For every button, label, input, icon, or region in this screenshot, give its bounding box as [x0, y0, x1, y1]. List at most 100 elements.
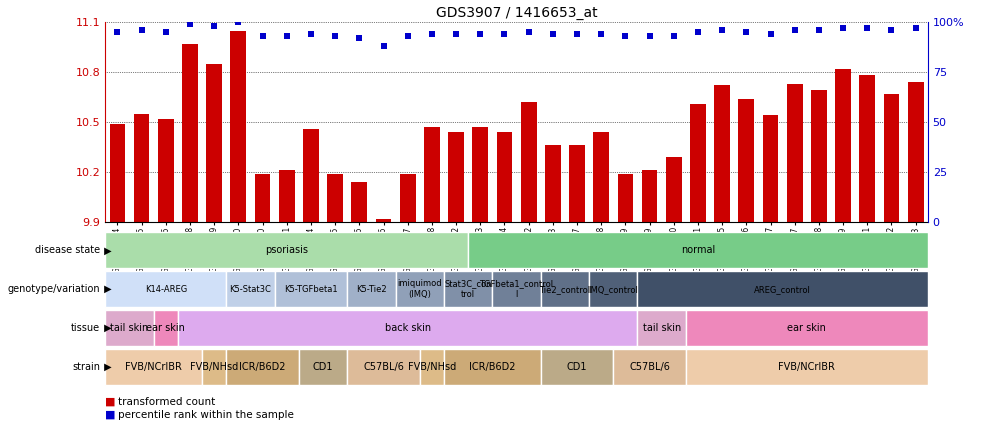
Bar: [689, 104, 705, 222]
Bar: [105, 271, 226, 307]
Bar: [347, 271, 395, 307]
Point: [303, 31, 319, 38]
Point: [206, 23, 222, 30]
Bar: [835, 69, 850, 222]
Bar: [612, 349, 685, 385]
Bar: [206, 64, 221, 222]
Bar: [395, 271, 444, 307]
Bar: [420, 349, 444, 385]
Point: [737, 29, 754, 36]
Bar: [157, 119, 173, 222]
Point: [520, 29, 536, 36]
Point: [375, 43, 391, 50]
Point: [424, 31, 440, 38]
Bar: [811, 91, 826, 222]
Title: GDS3907 / 1416653_at: GDS3907 / 1416653_at: [435, 6, 597, 20]
Text: tail skin: tail skin: [110, 323, 148, 333]
Text: K14-AREG: K14-AREG: [144, 285, 186, 293]
Bar: [303, 129, 319, 222]
Bar: [713, 85, 729, 222]
Point: [255, 33, 271, 40]
Point: [713, 27, 729, 34]
Bar: [637, 310, 685, 346]
Text: imiquimod
(IMQ): imiquimod (IMQ): [397, 279, 442, 299]
Point: [448, 31, 464, 38]
Text: C57BL/6: C57BL/6: [628, 362, 669, 372]
Point: [907, 25, 923, 32]
Bar: [327, 174, 343, 222]
Bar: [540, 271, 588, 307]
Bar: [105, 310, 153, 346]
Bar: [448, 132, 464, 222]
Bar: [617, 174, 632, 222]
Text: strain: strain: [72, 362, 100, 372]
Text: psoriasis: psoriasis: [265, 245, 308, 255]
Point: [544, 31, 560, 38]
Bar: [859, 75, 875, 222]
Bar: [444, 349, 540, 385]
Point: [810, 27, 826, 34]
Point: [762, 31, 778, 38]
Bar: [177, 310, 637, 346]
Bar: [685, 349, 927, 385]
Point: [181, 21, 197, 28]
Bar: [351, 182, 367, 222]
Bar: [492, 271, 540, 307]
Bar: [883, 94, 899, 222]
Bar: [665, 157, 681, 222]
Text: disease state: disease state: [35, 245, 100, 255]
Bar: [520, 102, 536, 222]
Point: [230, 19, 246, 26]
Point: [351, 35, 367, 42]
Bar: [226, 349, 299, 385]
Point: [641, 33, 657, 40]
Point: [617, 33, 633, 40]
Bar: [568, 146, 584, 222]
Bar: [255, 174, 271, 222]
Text: ICR/B6D2: ICR/B6D2: [469, 362, 515, 372]
Point: [157, 29, 173, 36]
Bar: [496, 132, 512, 222]
Bar: [444, 271, 492, 307]
Text: C57BL/6: C57BL/6: [363, 362, 404, 372]
Bar: [109, 124, 125, 222]
Bar: [376, 219, 391, 222]
Point: [859, 25, 875, 32]
Point: [835, 25, 851, 32]
Bar: [230, 31, 245, 222]
Bar: [637, 271, 927, 307]
Text: Stat3C_con
trol: Stat3C_con trol: [444, 279, 491, 299]
Bar: [787, 84, 802, 222]
Text: genotype/variation: genotype/variation: [8, 284, 100, 294]
Bar: [299, 349, 347, 385]
Text: AREG_control: AREG_control: [754, 285, 811, 293]
Text: ▶: ▶: [101, 362, 112, 372]
Point: [399, 33, 415, 40]
Text: percentile rank within the sample: percentile rank within the sample: [118, 410, 294, 420]
Text: FVB/NCrIBR: FVB/NCrIBR: [125, 362, 182, 372]
Text: CD1: CD1: [566, 362, 587, 372]
Text: K5-Tie2: K5-Tie2: [356, 285, 387, 293]
Bar: [737, 99, 754, 222]
Text: ▶: ▶: [101, 323, 112, 333]
Point: [568, 31, 584, 38]
Bar: [400, 174, 415, 222]
Point: [327, 33, 343, 40]
Bar: [182, 44, 197, 222]
Text: ■: ■: [105, 397, 115, 407]
Text: ear skin: ear skin: [146, 323, 185, 333]
Bar: [105, 349, 201, 385]
Bar: [907, 82, 923, 222]
Point: [133, 27, 149, 34]
Point: [496, 31, 512, 38]
Bar: [472, 127, 488, 222]
Point: [279, 33, 295, 40]
Bar: [641, 170, 656, 222]
Text: FVB/NHsd: FVB/NHsd: [189, 362, 238, 372]
Text: back skin: back skin: [384, 323, 430, 333]
Point: [472, 31, 488, 38]
Point: [109, 29, 125, 36]
Text: ▶: ▶: [101, 245, 112, 255]
Text: K5-TGFbeta1: K5-TGFbeta1: [284, 285, 338, 293]
Bar: [685, 310, 927, 346]
